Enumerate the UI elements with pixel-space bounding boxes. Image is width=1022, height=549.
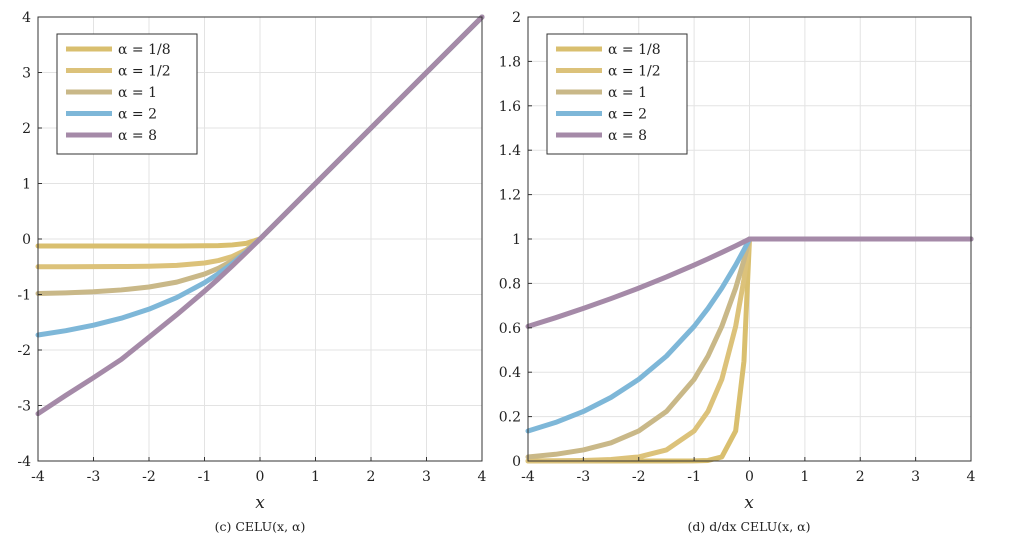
x-tick-label: 4	[478, 469, 487, 485]
y-tick-label: 2	[22, 121, 31, 137]
derivative-legend: α = 1/8 α = 1/2 α = 1 α = 2 α = 8	[546, 33, 688, 155]
y-tick-label: 3	[22, 66, 31, 82]
y-tick-label: -1	[17, 288, 31, 304]
y-tick-label: 0.4	[499, 365, 521, 381]
x-tick-label: -1	[198, 469, 212, 485]
y-tick-label: 1.6	[499, 99, 521, 115]
y-tick-label: 0.8	[499, 276, 521, 292]
legend-entry-1: α = 1/8	[118, 42, 171, 58]
y-tick-label: 1.2	[499, 188, 521, 204]
derivative-x-axis-label: x	[744, 493, 754, 513]
y-tick-label: 0.6	[499, 321, 521, 337]
celu-plot: -4 -3 -2 -1 0 1 2 3 4 -4 -3 -2 -1 0 1 2 3 4 x (c) CELU(x…	[17, 10, 486, 534]
legend-entry-3: α = 1	[608, 85, 647, 101]
y-tick-label: 0	[512, 454, 521, 470]
x-tick-label: 0	[745, 469, 754, 485]
x-tick-label: -4	[521, 469, 535, 485]
legend-entry-5: α = 8	[118, 128, 157, 144]
x-tick-label: 1	[311, 469, 320, 485]
legend-entry-1: α = 1/8	[608, 42, 661, 58]
legend-entry-4: α = 2	[608, 107, 647, 123]
y-tick-label: -2	[17, 343, 31, 359]
y-tick-label: -3	[17, 399, 31, 415]
x-tick-label: 3	[422, 469, 431, 485]
celu-x-axis-label: x	[255, 493, 265, 513]
x-tick-label: -4	[31, 469, 45, 485]
x-tick-label: 4	[967, 469, 976, 485]
celu-x-ticks: -4 -3 -2 -1 0 1 2 3 4	[31, 457, 487, 485]
derivative-y-ticks: 0 0.2 0.4 0.6 0.8 1 1.2 1.4 1.6 1.8 2	[499, 10, 532, 470]
derivative-x-ticks: -4 -3 -2 -1 0 1 2 3 4	[521, 457, 976, 485]
x-tick-label: -2	[632, 469, 646, 485]
legend-entry-3: α = 1	[118, 85, 157, 101]
y-tick-label: 1.4	[499, 143, 521, 159]
celu-legend: α = 1/8 α = 1/2 α = 1 α = 2 α = 8	[56, 33, 198, 155]
celu-y-ticks: -4 -3 -2 -1 0 1 2 3 4	[17, 10, 42, 470]
x-tick-label: 3	[911, 469, 920, 485]
x-tick-label: 0	[256, 469, 265, 485]
x-tick-label: -2	[142, 469, 156, 485]
x-tick-label: -3	[87, 469, 101, 485]
y-tick-label: 4	[22, 10, 31, 26]
series-line-5	[35, 14, 485, 417]
celu-caption: (c) CELU(x, α)	[215, 519, 306, 534]
y-tick-label: 1	[512, 232, 521, 248]
y-tick-label: 0.2	[499, 410, 521, 426]
x-tick-label: 1	[800, 469, 809, 485]
x-tick-label: -3	[577, 469, 591, 485]
y-tick-label: 2	[512, 10, 521, 26]
derivative-caption: (d) d/dx CELU(x, α)	[688, 519, 811, 534]
x-tick-label: -1	[687, 469, 701, 485]
y-tick-label: -4	[17, 454, 31, 470]
series-line-5	[525, 236, 974, 329]
legend-entry-4: α = 2	[118, 107, 157, 123]
y-tick-label: 0	[22, 232, 31, 248]
derivative-curves	[525, 236, 974, 464]
legend-entry-2: α = 1/2	[118, 64, 171, 80]
legend-entry-2: α = 1/2	[608, 64, 661, 80]
y-tick-label: 1	[22, 177, 31, 193]
y-tick-label: 1.8	[499, 54, 521, 70]
celu-derivative-plot: -4 -3 -2 -1 0 1 2 3 4 0 0.2 0.4 0.6 0.8 1 1.2 1.4 1.6 1.8…	[499, 10, 976, 534]
celu-curves	[35, 14, 485, 417]
x-tick-label: 2	[367, 469, 376, 485]
legend-entry-5: α = 8	[608, 128, 647, 144]
x-tick-label: 2	[856, 469, 865, 485]
